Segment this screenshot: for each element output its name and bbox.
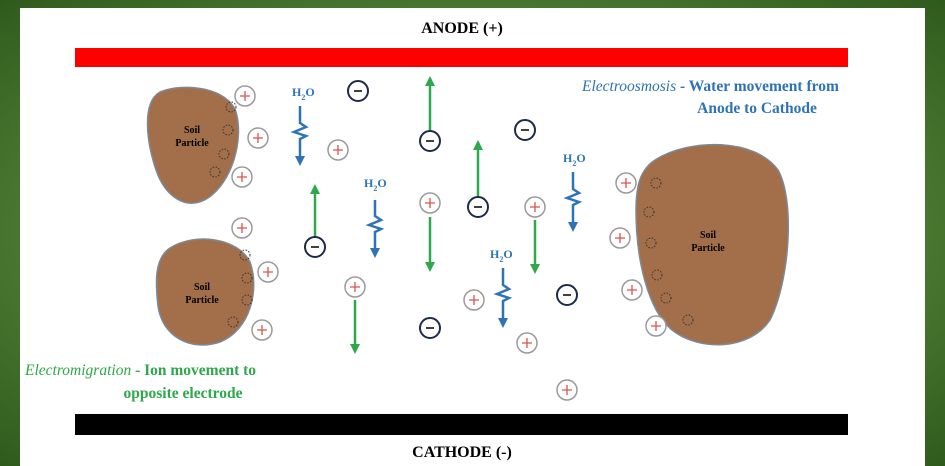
- electroosmosis-legend: Electroosmosis - Water movement from: [581, 78, 839, 95]
- water-o: O: [576, 151, 585, 165]
- electromigration-legend: Electromigration - Ion movement to: [24, 362, 256, 379]
- cathode-bar: [75, 414, 848, 435]
- particle-label: Soil: [700, 230, 716, 241]
- water-o: O: [305, 85, 314, 99]
- anode-bar: [75, 48, 848, 67]
- water-o: O: [377, 176, 386, 190]
- particle-label: Soil: [184, 125, 200, 136]
- legend-text: opposite electrode: [124, 385, 243, 402]
- anode-label: ANODE (+): [421, 20, 503, 37]
- diagram: ANODE (+) CATHODE (-) Soil Particle Soil…: [0, 0, 945, 466]
- page: ANODE (+) CATHODE (-) Soil Particle Soil…: [0, 0, 945, 466]
- legend-term: Electromigration: [24, 362, 131, 379]
- legend-text: - Water movement from: [676, 78, 839, 95]
- legend-text: Anode to Cathode: [697, 100, 817, 117]
- cathode-label: CATHODE (-): [412, 444, 512, 461]
- particle-label: Particle: [691, 243, 725, 254]
- water-o: O: [503, 247, 512, 261]
- particle-label: Particle: [185, 295, 219, 306]
- legend-text: - Ion movement to: [131, 362, 256, 379]
- legend-term: Electroosmosis: [581, 78, 676, 95]
- particle-label: Particle: [175, 138, 209, 149]
- particle-label: Soil: [194, 282, 210, 293]
